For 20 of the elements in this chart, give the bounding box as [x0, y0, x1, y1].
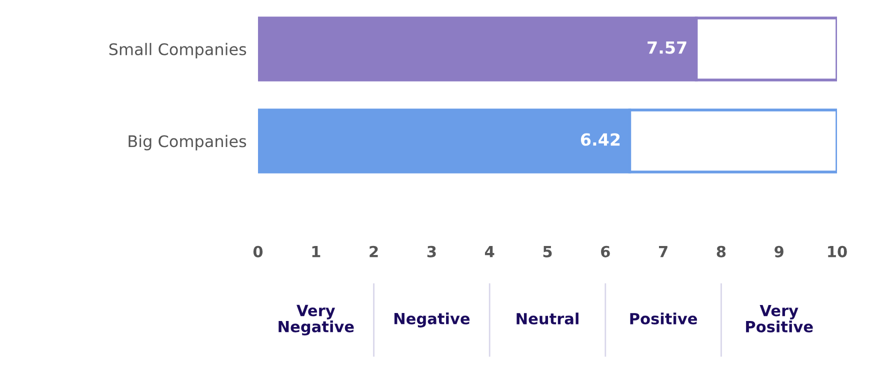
- x-tick-label: 2: [370, 246, 378, 258]
- x-tick-label: 4: [484, 246, 494, 258]
- data-label: 6.42: [580, 133, 620, 146]
- text: Neutral: [516, 312, 578, 324]
- x-tick-label: 5: [543, 246, 552, 258]
- y-tick-label: Big Companies: [128, 134, 246, 150]
- x-tick-label: 9: [774, 246, 784, 258]
- x-tick-label: 3: [427, 246, 436, 258]
- text: Very Negative: [278, 304, 354, 336]
- text: Very Positive: [746, 304, 813, 332]
- x-tick-label: 7: [659, 246, 668, 258]
- text: Negative: [394, 312, 470, 328]
- x-tick-label: 8: [716, 246, 726, 258]
- x-tick-label: 0: [253, 246, 263, 258]
- data-label: 7.57: [648, 41, 686, 54]
- y-tick-label: Small Companies: [109, 42, 246, 58]
- x-tick-label: 1: [312, 246, 320, 258]
- x-tick-label: 10: [828, 246, 847, 258]
- text: Positive: [630, 312, 697, 324]
- x-tick-label: 6: [601, 246, 610, 258]
